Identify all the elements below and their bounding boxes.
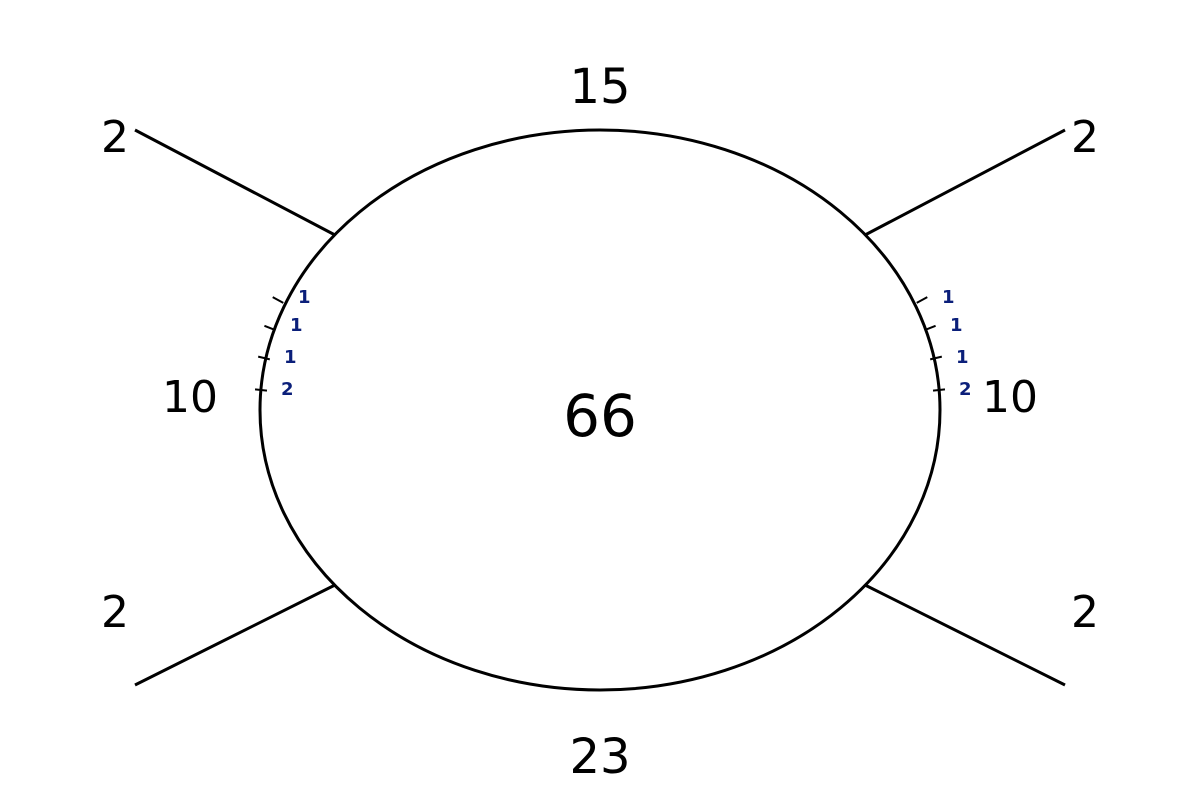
tick-label-left-0: 1 xyxy=(298,287,311,308)
spoke-label-bottom-left: 2 xyxy=(101,587,129,638)
tick-left-3 xyxy=(255,389,267,390)
tick-label-right-2: 1 xyxy=(956,347,969,368)
side-label-left: 10 xyxy=(162,372,218,423)
tick-label-left-1: 1 xyxy=(290,315,303,336)
spoke-top-left xyxy=(135,130,335,235)
spoke-top-right xyxy=(865,130,1065,235)
spoke-label-bottom-right: 2 xyxy=(1071,587,1099,638)
center-label: 66 xyxy=(563,382,637,450)
perimeter-label-top: 15 xyxy=(569,59,630,115)
tick-left-0 xyxy=(273,297,284,303)
spoke-bottom-right xyxy=(865,585,1065,685)
tick-right-0 xyxy=(917,297,928,303)
tick-label-right-0: 1 xyxy=(942,287,955,308)
tick-right-2 xyxy=(930,357,942,360)
spoke-label-top-left: 2 xyxy=(101,112,129,163)
tick-left-2 xyxy=(258,357,270,360)
side-label-right: 10 xyxy=(982,372,1038,423)
tick-label-left-2: 1 xyxy=(284,347,297,368)
spoke-label-top-right: 2 xyxy=(1071,112,1099,163)
tick-label-right-3: 2 xyxy=(959,379,972,400)
perimeter-label-bottom: 23 xyxy=(569,729,630,785)
tick-label-left-3: 2 xyxy=(281,379,294,400)
tick-label-right-1: 1 xyxy=(950,315,963,336)
tick-right-3 xyxy=(933,389,945,390)
spoke-bottom-left xyxy=(135,585,335,685)
